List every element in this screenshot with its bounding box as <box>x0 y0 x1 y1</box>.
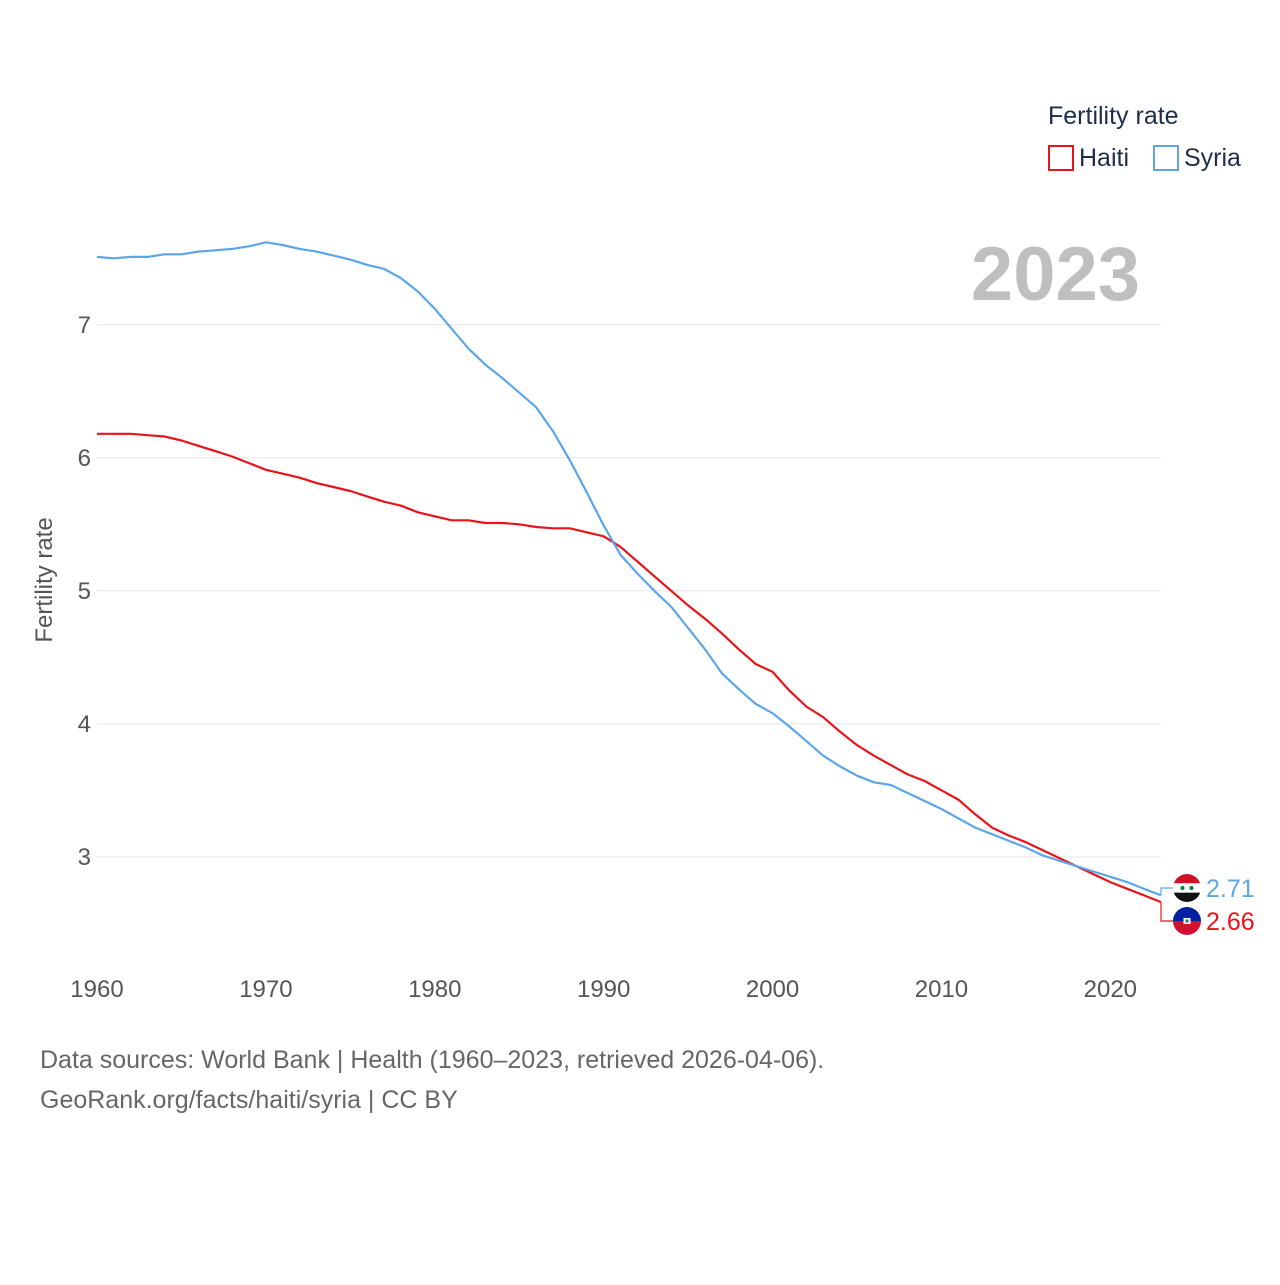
end-label-syria: 2.71 <box>1160 874 1255 903</box>
series-line-syria[interactable] <box>96 241 1162 897</box>
legend-label: Syria <box>1184 144 1241 172</box>
x-axis: 1960 1970 1980 1990 2000 2010 2020 <box>70 976 1137 1003</box>
series-lines <box>96 241 1162 904</box>
y-tick-label: 3 <box>78 844 91 871</box>
y-tick-label: 4 <box>78 711 91 738</box>
grid <box>97 324 1161 858</box>
legend-item-syria[interactable]: Syria <box>1153 144 1241 172</box>
x-tick-label: 1990 <box>577 976 630 1003</box>
y-tick-label: 7 <box>78 312 91 339</box>
x-tick-label: 1980 <box>408 976 461 1003</box>
year-label: 2023 <box>971 232 1140 317</box>
connector-line <box>1160 887 1173 896</box>
legend-title: Fertility rate <box>1048 102 1179 130</box>
end-value-haiti: 2.66 <box>1206 908 1255 936</box>
source-line-1: Data sources: World Bank | Health (1960–… <box>40 1046 825 1074</box>
connector-line <box>1160 902 1173 922</box>
legend[interactable]: Fertility rate Haiti Syria <box>1048 102 1241 172</box>
source-line-2[interactable]: GeoRank.org/facts/haiti/syria | CC BY <box>40 1086 458 1114</box>
series-line-haiti[interactable] <box>97 432 1162 904</box>
legend-swatch <box>1048 145 1074 171</box>
x-tick-label: 1960 <box>70 976 123 1003</box>
x-tick-label: 2000 <box>746 976 799 1003</box>
y-tick-label: 5 <box>78 578 91 605</box>
syria-flag-icon <box>1173 874 1201 902</box>
y-axis-label: Fertility rate <box>31 517 58 642</box>
x-tick-label: 1970 <box>239 976 292 1003</box>
y-tick-label: 6 <box>78 445 91 472</box>
haiti-flag-icon <box>1173 907 1201 935</box>
end-labels: 2.71 2.66 <box>1160 874 1255 936</box>
legend-item-haiti[interactable]: Haiti <box>1048 144 1129 172</box>
source-note: Data sources: World Bank | Health (1960–… <box>40 1040 824 1120</box>
end-label-haiti: 2.66 <box>1160 902 1255 936</box>
x-tick-label: 2020 <box>1084 976 1137 1003</box>
y-axis: 3 4 5 6 7 <box>78 312 91 871</box>
legend-label: Haiti <box>1079 144 1129 172</box>
end-value-syria: 2.71 <box>1206 875 1255 903</box>
legend-swatch <box>1153 145 1179 171</box>
x-tick-label: 2010 <box>915 976 968 1003</box>
